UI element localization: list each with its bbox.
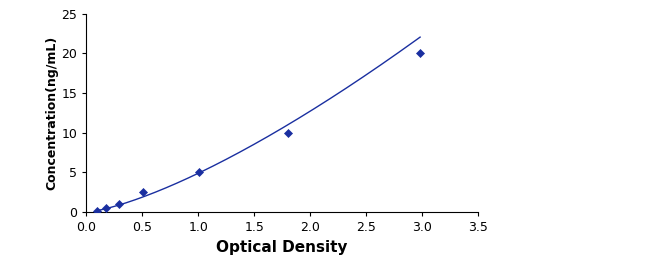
X-axis label: Optical Density: Optical Density — [216, 240, 348, 255]
Y-axis label: Concentration(ng/mL): Concentration(ng/mL) — [46, 36, 58, 190]
